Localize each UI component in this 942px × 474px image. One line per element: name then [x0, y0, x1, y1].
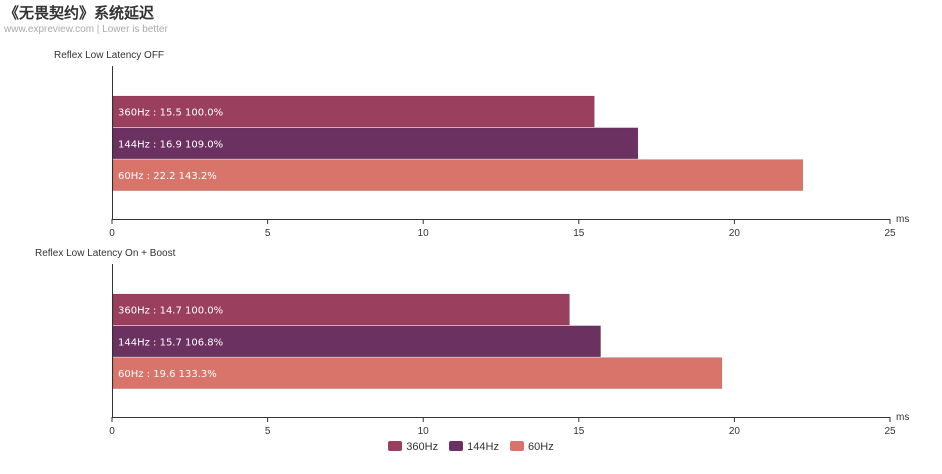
- bar-144hz[interactable]: [112, 325, 601, 358]
- bar-144hz[interactable]: [112, 127, 639, 160]
- bar-label: 144Hz : 16.9 109.0%: [118, 139, 223, 150]
- bar-360hz[interactable]: [112, 293, 570, 326]
- x-tick-label: 15: [573, 228, 585, 239]
- x-tick-label: 10: [418, 228, 430, 239]
- legend-label-360hz: 360Hz: [406, 441, 439, 453]
- legend: 360Hz 144Hz 60Hz: [0, 441, 942, 453]
- x-axis-unit: ms: [896, 214, 909, 225]
- x-tick-label: 25: [884, 426, 896, 437]
- legend-item-60hz[interactable]: 60Hz: [510, 441, 554, 453]
- legend-swatch-360hz: [388, 441, 403, 451]
- legend-label-60hz: 60Hz: [528, 441, 554, 453]
- x-tick-label: 20: [729, 228, 741, 239]
- panel-title: Reflex Low Latency OFF: [54, 50, 164, 61]
- chart-subtitle: www.expreview.com | Lower is better: [4, 24, 168, 35]
- bar-60hz[interactable]: [112, 357, 723, 389]
- x-tick-label: 25: [884, 228, 896, 239]
- chart-title: 《无畏契约》系统延迟: [4, 4, 155, 22]
- bar-360hz[interactable]: [112, 95, 595, 128]
- x-axis-unit: ms: [896, 412, 909, 423]
- bar-60hz[interactable]: [112, 159, 804, 191]
- bar-label: 144Hz : 15.7 106.8%: [118, 337, 223, 348]
- x-tick-label: 0: [109, 426, 115, 437]
- x-tick-label: 10: [418, 426, 430, 437]
- x-tick-label: 5: [265, 426, 271, 437]
- x-tick-label: 5: [265, 228, 271, 239]
- panel-title: Reflex Low Latency On + Boost: [35, 248, 176, 259]
- legend-swatch-60hz: [510, 441, 525, 451]
- bar-label: 60Hz : 22.2 143.2%: [118, 171, 217, 182]
- x-tick-label: 20: [729, 426, 741, 437]
- legend-label-144hz: 144Hz: [467, 441, 499, 453]
- bar-label: 360Hz : 14.7 100.0%: [118, 306, 223, 317]
- legend-item-360hz[interactable]: 360Hz: [388, 441, 438, 453]
- x-tick-label: 0: [109, 228, 115, 239]
- legend-item-144hz[interactable]: 144Hz: [449, 441, 499, 453]
- bar-label: 360Hz : 15.5 100.0%: [118, 108, 223, 119]
- legend-swatch-144hz: [449, 441, 464, 451]
- bar-label: 60Hz : 19.6 133.3%: [118, 369, 217, 380]
- x-tick-label: 15: [573, 426, 585, 437]
